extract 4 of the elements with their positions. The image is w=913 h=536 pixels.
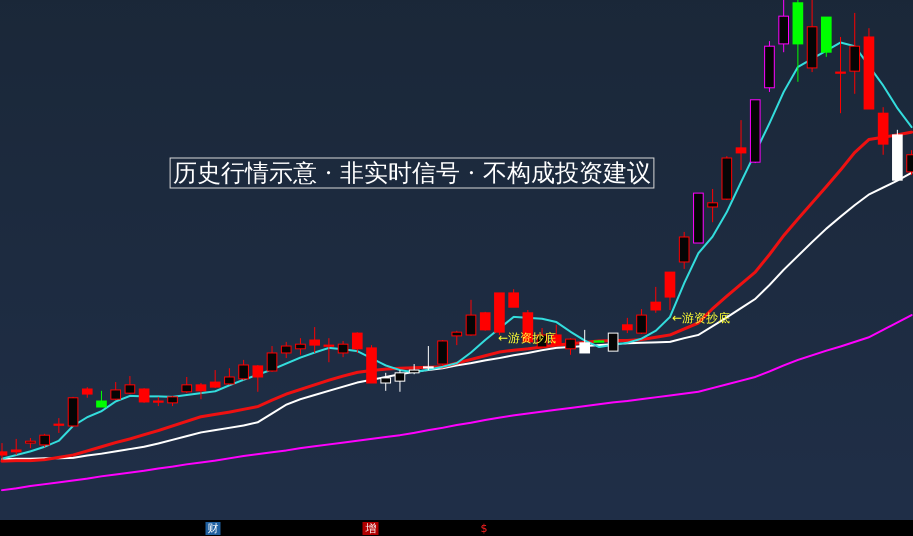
text: $ bbox=[480, 522, 488, 535]
text: 财 bbox=[208, 522, 218, 535]
text: 增 bbox=[364, 522, 376, 535]
text: 历史行情示意 · 非实时信号 · 不构成投资建议 bbox=[173, 159, 651, 187]
